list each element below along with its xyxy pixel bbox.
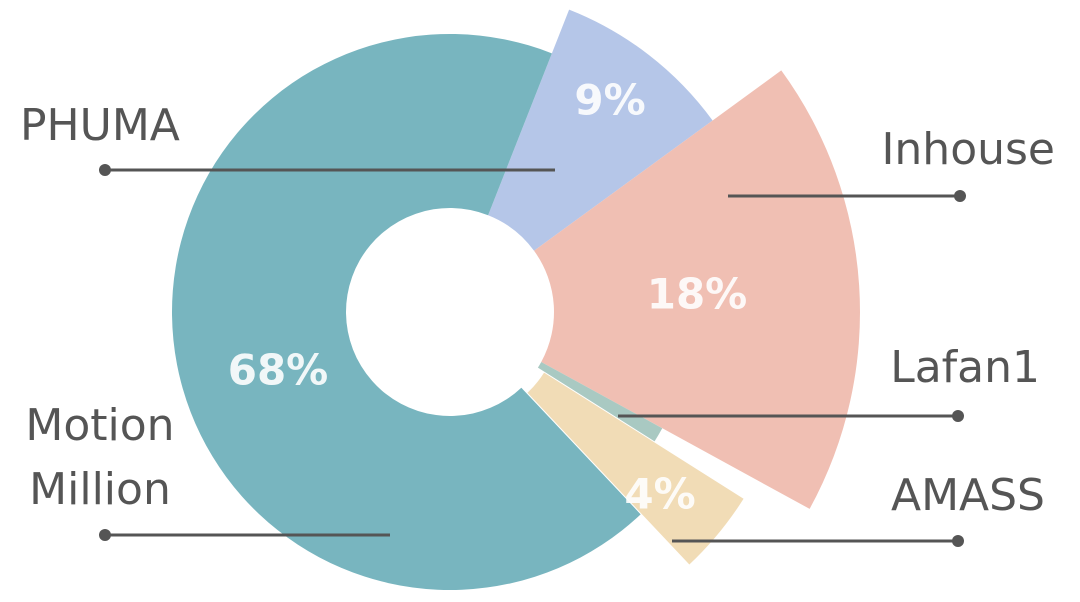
percent-label: 18% xyxy=(647,270,748,319)
percent-label: 4% xyxy=(624,470,695,519)
leader-dot xyxy=(952,535,964,547)
slice xyxy=(488,9,713,251)
percent-label: 9% xyxy=(574,76,645,125)
leader-dot xyxy=(99,164,111,176)
category-label: Inhouse xyxy=(881,124,1055,175)
slice xyxy=(537,361,663,442)
category-label: Lafan1 xyxy=(890,342,1040,393)
category-label: PHUMA xyxy=(20,100,180,151)
leader-dot xyxy=(99,529,111,541)
percent-label: 68% xyxy=(228,346,329,395)
leader-dot xyxy=(954,190,966,202)
category-label-line: Million xyxy=(29,464,171,515)
slice xyxy=(534,70,861,509)
category-label-line: Motion xyxy=(25,400,174,451)
leader-dot xyxy=(952,410,964,422)
slice xyxy=(527,372,744,565)
slice xyxy=(172,34,641,591)
category-label: Motion Million xyxy=(25,400,174,515)
category-label: AMASS xyxy=(891,470,1045,521)
